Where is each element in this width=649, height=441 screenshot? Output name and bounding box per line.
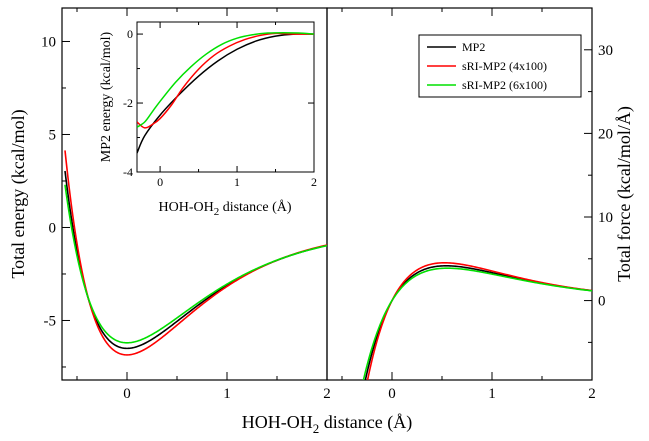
- inset-x-tick-label: 0: [157, 175, 163, 189]
- legend: MP2 sRI-MP2 (4x100) sRI-MP2 (6x100): [418, 34, 582, 98]
- right-x-tick-label: 1: [488, 386, 496, 402]
- legend-label-sri-4x100: sRI-MP2 (4x100): [462, 59, 547, 73]
- inset-x-axis-title-tail: distance (Å): [219, 199, 292, 215]
- left-series-line-2: [64, 184, 327, 344]
- legend-label-mp2: MP2: [462, 40, 485, 54]
- right-y-tick-label: 30: [598, 43, 613, 59]
- inset-ticks: 0 1 2 -4 -2 0: [123, 22, 317, 189]
- inset-series: [137, 31, 314, 154]
- left-series-line-1: [64, 150, 327, 356]
- right-series-line-2: [362, 267, 592, 380]
- right-y-tick-label: 10: [598, 210, 613, 226]
- right-x-tick-label: 2: [588, 386, 596, 402]
- x-axis-title-main: HOH-OH: [242, 412, 313, 432]
- left-y-tick-label: 5: [49, 127, 57, 143]
- left-panel-series: [64, 150, 327, 356]
- inset-x-tick-label: 1: [234, 175, 240, 189]
- left-y-axis-title: Total energy (kcal/mol): [8, 109, 29, 278]
- left-x-tick-label: 1: [223, 386, 231, 402]
- inset-series-line-2: [137, 31, 314, 128]
- left-y-tick-label: 0: [49, 220, 57, 236]
- right-y-axis-title: Total force (kcal/mol/Å): [614, 106, 635, 282]
- right-y-tick-label: 20: [598, 126, 613, 142]
- left-series-line-0: [64, 170, 327, 350]
- left-x-tick-label: 0: [123, 386, 131, 402]
- right-y-tick-label: 0: [598, 294, 606, 310]
- right-panel-frame: [326, 7, 593, 381]
- inset-x-tick-label: 2: [311, 175, 317, 189]
- legend-label-sri-6x100: sRI-MP2 (6x100): [462, 78, 547, 92]
- inset-series-line-0: [137, 33, 314, 154]
- inset-x-axis-title-subscript: 2: [214, 206, 220, 218]
- x-axis-title: HOH-OH2 distance (Å): [242, 412, 412, 436]
- inset-y-tick-label: 0: [127, 27, 133, 41]
- inset-x-axis-title: HOH-OH2 distance (Å): [158, 199, 291, 218]
- inset-background: [136, 21, 315, 173]
- inset-y-axis-title: MP2 energy (kcal/mol): [99, 31, 114, 162]
- x-axis-title-tail: distance (Å): [319, 412, 412, 433]
- right-series-line-1: [366, 261, 592, 380]
- left-x-tick-label: 2: [323, 386, 331, 402]
- inset-x-axis-title-main: HOH-OH: [158, 200, 213, 215]
- left-y-tick-label: -5: [44, 313, 57, 329]
- right-panel-series: [362, 261, 592, 380]
- inset-y-tick-label: -4: [123, 165, 133, 179]
- inset-y-tick-label: -2: [123, 96, 133, 110]
- x-axis-title-subscript: 2: [313, 421, 320, 436]
- right-x-tick-label: 0: [388, 386, 396, 402]
- left-y-tick-label: 10: [41, 34, 56, 50]
